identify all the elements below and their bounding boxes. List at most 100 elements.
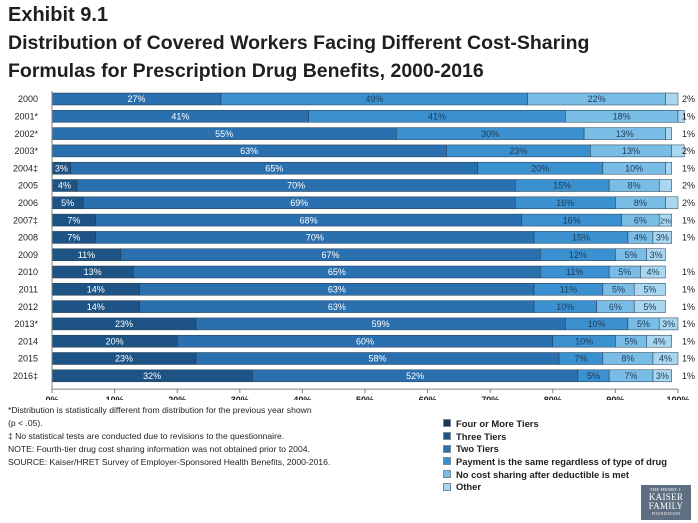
data-label: 10%: [625, 163, 643, 173]
legend-swatch: [443, 419, 451, 428]
data-label: 27%: [128, 94, 146, 104]
category-label: 2002*: [14, 129, 38, 139]
data-label: 2%: [660, 216, 671, 225]
data-label: 68%: [300, 215, 318, 225]
x-tick-label: 20%: [168, 395, 186, 400]
outside-label: 1%: [682, 371, 695, 381]
data-label: 14%: [87, 285, 105, 295]
data-label: 32%: [143, 371, 161, 381]
category-label: 2000: [18, 94, 38, 104]
data-label: 5%: [612, 285, 625, 295]
category-label: 2016‡: [13, 371, 38, 381]
data-label: 4%: [646, 267, 659, 277]
note-fourth-tier: NOTE: Fourth-tier drug cost sharing info…: [8, 444, 310, 454]
data-label: 63%: [328, 285, 346, 295]
data-label: 18%: [613, 112, 631, 122]
legend-swatch: [443, 432, 451, 441]
outside-label: 1%: [682, 285, 695, 295]
data-label: 70%: [306, 233, 324, 243]
bar-segment: [646, 334, 672, 348]
data-label: 13%: [616, 129, 634, 139]
data-label: 10%: [575, 336, 593, 346]
legend-item-three-tiers: Three Tiers: [443, 430, 667, 443]
bar-segment: [652, 369, 672, 383]
bar-segment: [665, 161, 672, 175]
category-label: 2001*: [14, 112, 38, 122]
outside-label: 1%: [682, 163, 695, 173]
data-label: 16%: [556, 198, 574, 208]
data-label: 4%: [58, 181, 71, 191]
data-label: 69%: [290, 198, 308, 208]
category-label: 2012: [18, 302, 38, 312]
legend-swatch: [443, 482, 451, 491]
data-label: 63%: [240, 146, 258, 156]
outside-label: 2%: [682, 198, 695, 208]
data-label: 11%: [566, 267, 583, 277]
chart-title-line-1: Distribution of Covered Workers Facing D…: [8, 32, 590, 54]
data-label: 15%: [572, 233, 590, 243]
category-label: 2011: [19, 285, 38, 295]
bar-segment: [658, 317, 679, 331]
data-label: 3%: [650, 250, 663, 260]
data-label: 65%: [265, 163, 283, 173]
data-label: 4%: [653, 336, 666, 346]
data-label: 16%: [563, 215, 581, 225]
chart-legend: Four or More Tiers Three Tiers Two Tiers…: [443, 417, 667, 493]
outside-label: 1%: [682, 302, 695, 312]
data-label: 5%: [618, 267, 631, 277]
outside-label: 1%: [682, 354, 695, 364]
outside-label: 1%: [682, 319, 695, 329]
data-label: 8%: [621, 354, 634, 364]
stacked-bar-chart: 2000 27% 49% 22% 2% 2001* 41% 41% 18% 1% 2002* 55% 3…: [13, 91, 695, 400]
data-label: 59%: [372, 319, 390, 329]
bar-segment: [633, 283, 666, 296]
data-label: 7%: [67, 233, 80, 243]
data-label: 23%: [115, 354, 133, 364]
legend-item-same-payment: Payment is the same regardless of type o…: [443, 455, 667, 468]
outside-label: 1%: [682, 129, 695, 139]
legend-item-four-tiers: Four or More Tiers: [443, 417, 667, 430]
note-source: SOURCE: Kaiser/HRET Survey of Employer-S…: [8, 457, 331, 467]
chart-title-line-2: Formulas for Prescription Drug Benefits,…: [8, 60, 484, 82]
data-label: 14%: [87, 302, 105, 312]
note-significance-p: (p < .05).: [8, 418, 43, 428]
data-label: 55%: [215, 129, 233, 139]
data-label: 41%: [171, 112, 189, 122]
bar-segment: [640, 265, 666, 279]
data-label: 12%: [569, 250, 587, 260]
outside-label: 1%: [682, 215, 695, 225]
data-label: 5%: [61, 198, 74, 208]
category-label: 2004‡: [13, 163, 38, 173]
category-label: 2008: [18, 233, 38, 243]
category-label: 2010: [18, 267, 38, 277]
data-label: 5%: [637, 319, 650, 329]
data-label: 5%: [587, 371, 600, 381]
x-tick-label: 70%: [481, 395, 499, 400]
bar-segment: [646, 248, 666, 261]
data-label: 30%: [481, 129, 499, 139]
note-no-tests: ‡ No statistical tests are conducted due…: [8, 431, 285, 441]
data-label: 3%: [55, 163, 68, 173]
data-label: 4%: [634, 233, 647, 243]
data-label: 70%: [287, 181, 305, 191]
data-label: 23%: [115, 319, 133, 329]
data-label: 11%: [560, 285, 577, 295]
x-tick-label: 30%: [231, 395, 249, 400]
bar-segment: [658, 213, 672, 227]
x-tick-label: 100%: [666, 395, 689, 400]
kff-logo: THE HENRY J. KAISER FAMILY FOUNDATION: [641, 485, 691, 520]
category-label: 2015: [18, 354, 38, 364]
outside-label: 1%: [682, 267, 695, 277]
data-label: 5%: [625, 250, 638, 260]
bar-segment: [671, 144, 685, 158]
data-label: 13%: [622, 146, 640, 156]
data-label: 65%: [328, 267, 346, 277]
data-label: 49%: [365, 94, 383, 104]
data-label: 3%: [662, 319, 675, 329]
outside-label: 1%: [682, 112, 695, 122]
bar-segment: [665, 127, 672, 140]
bar-segment: [652, 352, 679, 365]
x-tick-label: 50%: [356, 395, 374, 400]
outside-label: 2%: [682, 146, 695, 156]
data-label: 7%: [574, 354, 587, 364]
